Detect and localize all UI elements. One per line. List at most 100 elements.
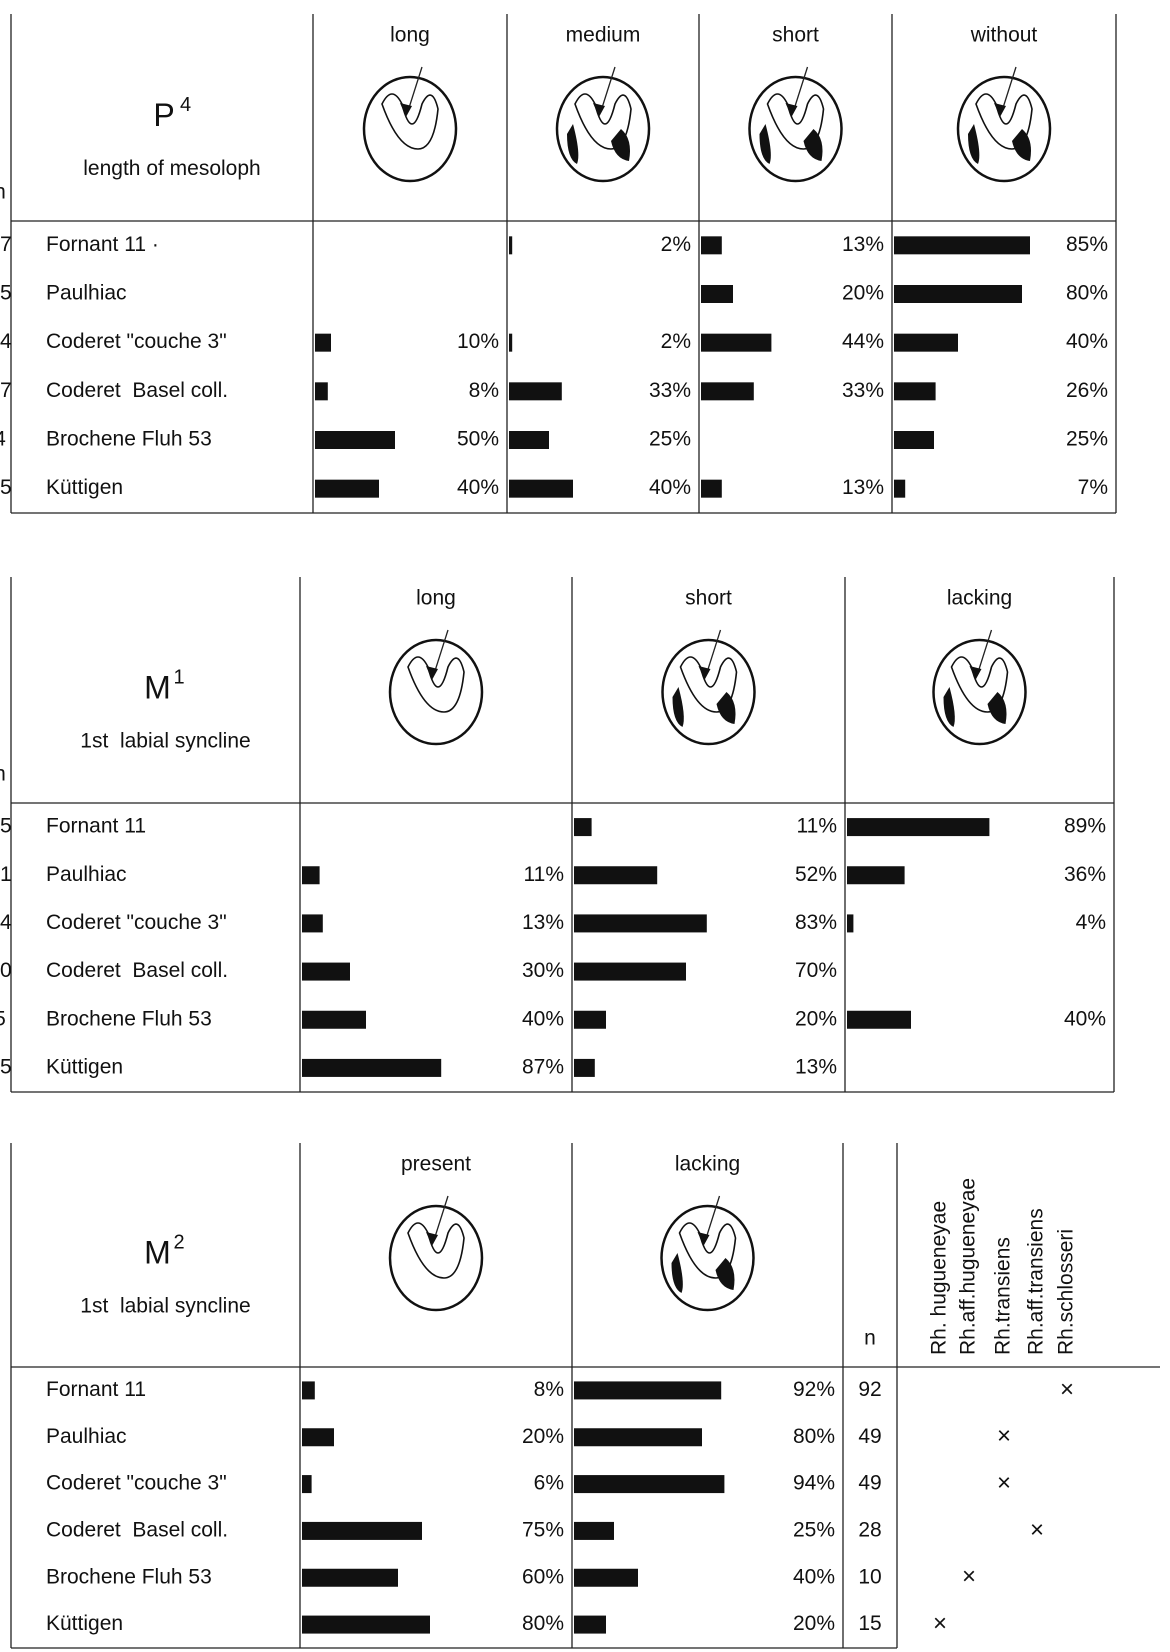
column-label: short [685, 587, 732, 610]
tooth-icon [958, 67, 1050, 181]
value-label: 40% [1064, 1007, 1106, 1030]
panel-title: M [144, 1234, 171, 1270]
value-label: 20% [842, 282, 884, 305]
bar [701, 236, 722, 254]
tooth-arrow [601, 67, 615, 111]
site-label: Paulhiac [46, 1425, 127, 1448]
site-label: Coderet "couche 3" [46, 330, 227, 353]
column-label: without [970, 24, 1038, 47]
tooth-outline [390, 1206, 482, 1310]
tooth-icon [750, 67, 842, 181]
value-label: 11% [797, 815, 837, 838]
site-label: Fornant 11 [46, 1378, 146, 1401]
bar [302, 1522, 422, 1540]
bar [574, 1059, 595, 1077]
value-label: 20% [795, 1007, 837, 1030]
tooth-icon [934, 630, 1026, 744]
bar [574, 1616, 606, 1634]
n-value: 49 [858, 1472, 881, 1495]
bar [894, 334, 958, 352]
bar [315, 382, 328, 400]
n-value: 10 [858, 1565, 881, 1588]
tooth-crest [408, 657, 464, 712]
bar [302, 914, 323, 932]
n-value: 54 [0, 330, 12, 353]
bar [847, 818, 989, 836]
bar [574, 1428, 702, 1446]
species-label: Rh.aff.transiens [1025, 1208, 1048, 1355]
bar [509, 334, 512, 352]
column-label: long [416, 587, 456, 610]
value-label: 75% [522, 1518, 564, 1541]
n-value: 5 [0, 1007, 6, 1030]
value-label: 7% [1078, 476, 1108, 499]
column-label: long [390, 24, 430, 47]
n-value: 28 [858, 1518, 881, 1541]
panel-superscript: 1 [174, 666, 185, 688]
n-value: 15 [0, 282, 12, 305]
value-label: 92% [793, 1378, 835, 1401]
bar [315, 334, 331, 352]
site-label: Küttigen [46, 1055, 123, 1078]
bar [894, 236, 1030, 254]
site-label: Brochene Fluh 53 [46, 1565, 212, 1588]
bar [302, 1428, 334, 1446]
tooth-icon [662, 1196, 754, 1310]
value-label: 40% [1066, 330, 1108, 353]
bar [701, 480, 722, 498]
bar [574, 1522, 614, 1540]
site-label: Küttigen [46, 1612, 123, 1635]
tooth-crest [408, 1223, 464, 1278]
n-label: n [0, 181, 6, 204]
value-label: 40% [793, 1565, 835, 1588]
bar [701, 382, 754, 400]
n-value: 15 [0, 476, 12, 499]
bar [847, 1011, 911, 1029]
bar [315, 431, 395, 449]
column-label: lacking [675, 1153, 740, 1176]
species-label: Rh.transiens [992, 1237, 1015, 1355]
column-label: lacking [947, 587, 1012, 610]
bar [302, 1381, 315, 1399]
site-label: Brochene Fluh 53 [46, 1007, 212, 1030]
bar [302, 1011, 366, 1029]
site-label: Fornant 11 · [46, 233, 159, 256]
site-label: Coderet "couche 3" [46, 911, 227, 934]
n-value: 15 [858, 1612, 881, 1635]
value-label: 13% [842, 476, 884, 499]
n-label: n [864, 1327, 876, 1350]
bar [302, 1616, 430, 1634]
species-label: Rh. hugueneyae [928, 1201, 951, 1355]
tooth-outline [390, 640, 482, 744]
tooth-icon [390, 630, 482, 744]
tooth-fill [672, 1253, 683, 1293]
tooth-outline [364, 77, 456, 181]
value-label: 89% [1064, 815, 1106, 838]
tooth-arrow [706, 1196, 720, 1240]
value-label: 4% [1076, 911, 1106, 934]
n-value: 92 [858, 1378, 881, 1401]
bar [302, 1059, 441, 1077]
figure: P4length of mesolophlongmediumshortwitho… [0, 0, 1170, 1652]
bar [509, 431, 549, 449]
column-label: medium [566, 24, 641, 47]
n-value: 49 [858, 1425, 881, 1448]
bar [509, 236, 512, 254]
n-value: 15 [0, 1055, 12, 1078]
value-label: 10% [457, 330, 499, 353]
value-label: 94% [793, 1472, 835, 1495]
bar [302, 1569, 398, 1587]
panel-superscript: 4 [180, 94, 191, 116]
value-label: 11% [524, 863, 564, 886]
value-label: 8% [469, 379, 499, 402]
site-label: Küttigen [46, 476, 123, 499]
bar [302, 1475, 312, 1493]
bar [509, 480, 573, 498]
n-value: 61 [0, 863, 12, 886]
value-label: 70% [795, 959, 837, 982]
bar [701, 334, 771, 352]
n-value: 20 [0, 959, 12, 982]
value-label: 40% [649, 476, 691, 499]
bar [847, 914, 853, 932]
n-value: 24 [0, 911, 12, 934]
